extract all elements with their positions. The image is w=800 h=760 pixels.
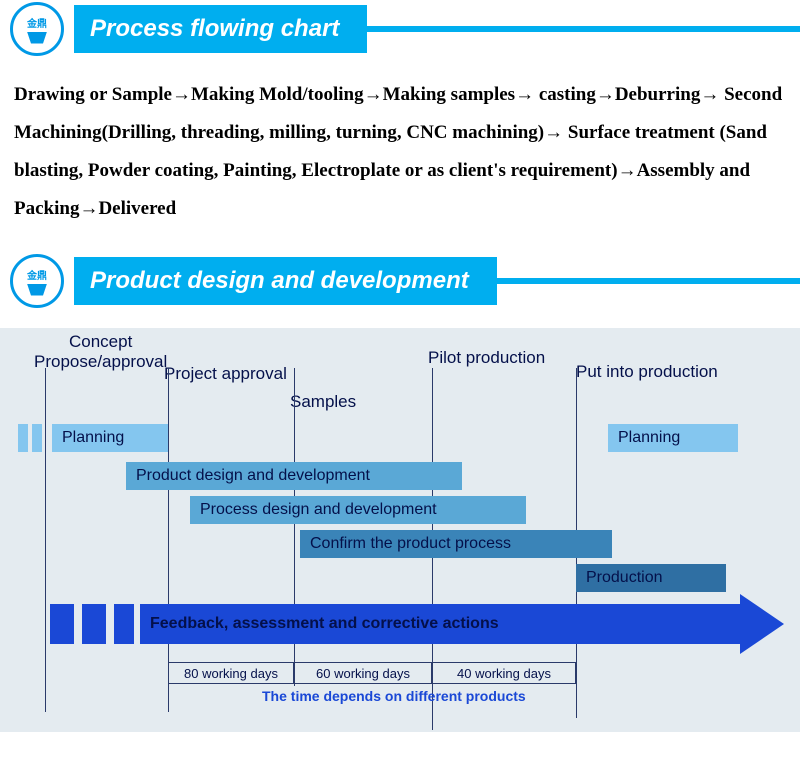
header-rule (497, 278, 800, 284)
milestone-label: Put into production (576, 362, 718, 382)
arrow-dash (114, 604, 134, 644)
milestone-label: ConceptPropose/approval (34, 332, 167, 372)
bar-segment (18, 424, 28, 452)
gantt-bar: Planning (608, 424, 738, 452)
logo-icon: 金鼎 (10, 254, 64, 308)
duration-box: 40 working days (432, 662, 576, 684)
feedback-arrow: Feedback, assessment and corrective acti… (140, 604, 740, 644)
gantt-bar: Confirm the product process (300, 530, 612, 558)
footnote-text: The time depends on different products (262, 688, 526, 704)
logo-icon: 金鼎 (10, 2, 64, 56)
arrow-dash (50, 604, 74, 644)
arrow-head-icon (740, 594, 784, 654)
duration-box: 60 working days (294, 662, 432, 684)
milestone-label: Project approval (164, 364, 287, 384)
section1-header: 金鼎 Process flowing chart (0, 0, 800, 58)
milestone-label: Samples (290, 392, 356, 412)
section2-title: Product design and development (74, 257, 497, 305)
header-rule (367, 26, 800, 32)
logo-shape-icon (27, 32, 47, 44)
section2-header: 金鼎 Product design and development (0, 252, 800, 310)
arrow-dash (82, 604, 106, 644)
gantt-bar: Product design and development (126, 462, 462, 490)
logo-text: 金鼎 (27, 15, 47, 30)
bar-segment (32, 424, 42, 452)
gantt-diagram: ConceptPropose/approvalProject approvalS… (0, 328, 800, 732)
process-flow-text: Drawing or Sample→Making Mold/tooling→Ma… (0, 76, 800, 252)
logo-text: 金鼎 (27, 267, 47, 282)
section1-title: Process flowing chart (74, 5, 367, 53)
gantt-bar: Planning (52, 424, 168, 452)
logo-shape-icon (27, 284, 47, 296)
milestone-line (168, 368, 169, 712)
gantt-bar: Process design and development (190, 496, 526, 524)
gantt-bar: Production (576, 564, 726, 592)
duration-box: 80 working days (168, 662, 294, 684)
milestone-label: Pilot production (428, 348, 545, 368)
milestone-line (45, 368, 46, 712)
